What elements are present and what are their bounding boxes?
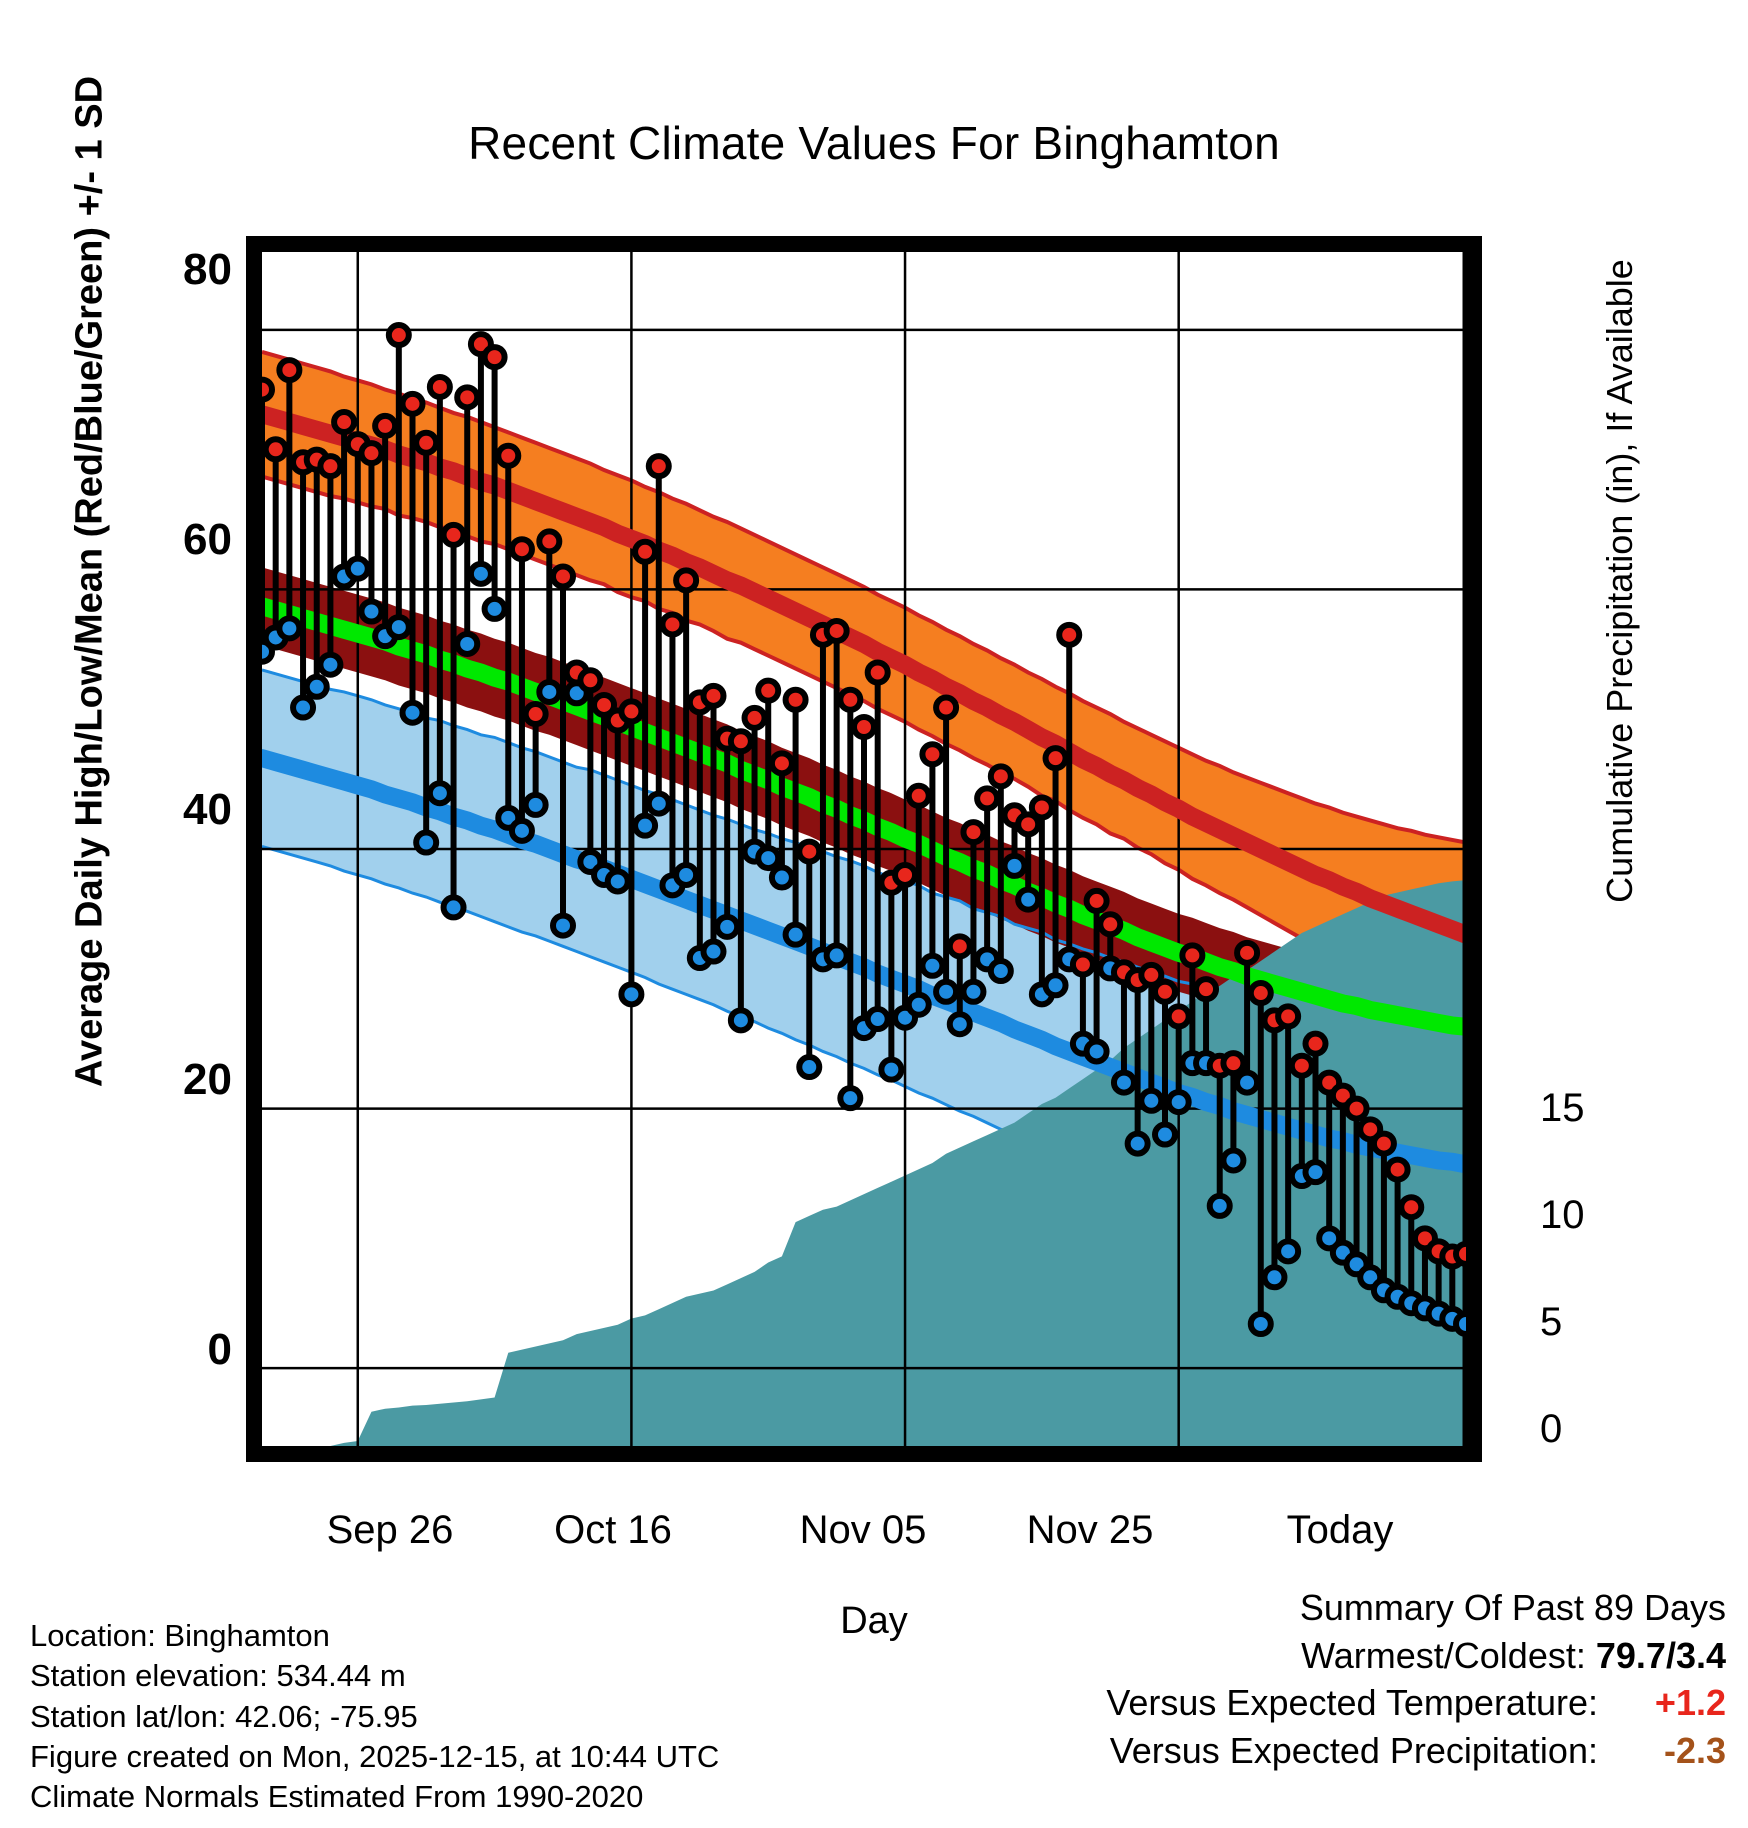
plot-area: [262, 252, 1466, 1446]
x-tick-2: Nov 05: [799, 1508, 927, 1552]
station-info-block: Location: Binghamton Station elevation: …: [30, 1616, 719, 1817]
summary-warmest-coldest: Warmest/Coldest: 79.7/3.4: [1106, 1632, 1726, 1680]
climate-plot-frame: [246, 236, 1482, 1462]
x-tick-4: Today: [1286, 1508, 1394, 1552]
x-tick-0: Sep 26: [326, 1508, 454, 1552]
figure-created: Figure created on Mon, 2025-12-15, at 10…: [30, 1738, 720, 1774]
summary-precip-anomaly-value: -2.3: [1663, 1729, 1726, 1771]
y-tick-right-1: 10: [1540, 1193, 1585, 1237]
station-location: Location: Binghamton: [30, 1618, 330, 1653]
y-axis-left-ticks: 80 60 40 20 0: [0, 0, 232, 1828]
summary-precip-anomaly-label: Versus Expected Precipitation:: [1109, 1729, 1598, 1771]
y-tick-left-3: 20: [183, 1055, 232, 1104]
summary-heading: Summary Of Past 89 Days: [1299, 1587, 1726, 1628]
y-tick-left-2: 40: [183, 785, 232, 834]
station-latlon: Station lat/lon: 42.06; -75.95: [30, 1698, 418, 1734]
x-axis-ticks: Sep 26 Oct 16 Nov 05 Nov 25 Today: [0, 1508, 1748, 1578]
x-tick-3: Nov 25: [1026, 1508, 1154, 1552]
x-axis-label: Day: [840, 1600, 908, 1642]
summary-block: Summary Of Past 89 Days Warmest/Coldest:…: [1106, 1584, 1726, 1774]
station-elevation: Station elevation: 534.44 m: [30, 1658, 406, 1694]
y-tick-right-0: 15: [1540, 1086, 1585, 1130]
climate-normals-period: Climate Normals Estimated From 1990-2020: [30, 1779, 644, 1815]
summary-warmest-coldest-value: 79.7/3.4: [1595, 1634, 1726, 1676]
chart-title: Recent Climate Values For Binghamton: [0, 116, 1748, 170]
y-tick-left-4: 0: [207, 1325, 232, 1374]
y-tick-right-3: 0: [1540, 1407, 1563, 1451]
summary-precip-anomaly: Versus Expected Precipitation: -2.3: [1106, 1727, 1726, 1775]
summary-temp-anomaly-value: +1.2: [1654, 1682, 1726, 1724]
summary-temp-anomaly: Versus Expected Temperature: +1.2: [1106, 1679, 1726, 1727]
x-tick-1: Oct 16: [554, 1508, 672, 1552]
y-axis-right-ticks: 15 10 5 0: [1540, 0, 1720, 1828]
y-tick-right-2: 5: [1540, 1300, 1563, 1344]
summary-warmest-coldest-label: Warmest/Coldest:: [1301, 1634, 1586, 1676]
summary-temp-anomaly-label: Versus Expected Temperature:: [1106, 1682, 1598, 1724]
y-tick-left-0: 80: [183, 245, 232, 294]
chart-title-text: Recent Climate Values For Binghamton: [468, 117, 1280, 169]
climate-plot-svg: [262, 252, 1466, 1446]
y-tick-left-1: 60: [183, 515, 232, 564]
